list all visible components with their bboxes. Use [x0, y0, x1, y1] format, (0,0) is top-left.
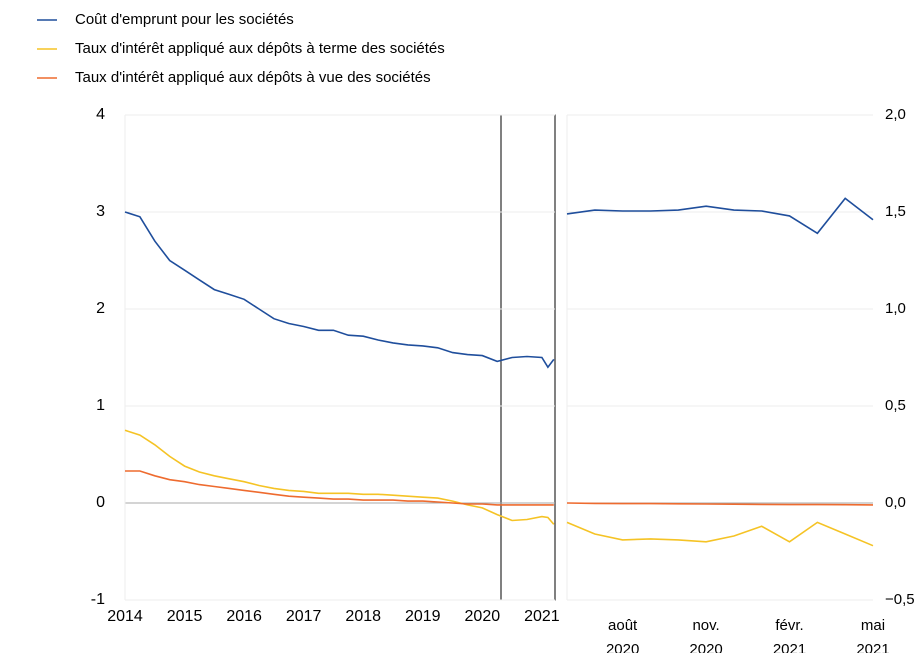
x-tick-label: 2021 — [524, 608, 560, 625]
x-tick-label: 2017 — [286, 608, 322, 625]
y2-tick-label: 0,0 — [885, 494, 906, 511]
x-tick-label: 2019 — [405, 608, 441, 625]
y2-tick-label: 0,5 — [885, 397, 906, 414]
x-tick-label: 2014 — [107, 608, 143, 625]
legend-label: Taux d'intérêt appliqué aux dépôts à vue… — [75, 69, 431, 86]
y2-tick-label: 1,5 — [885, 203, 906, 220]
line-series — [124, 429, 555, 525]
y-tick-label: 3 — [96, 203, 105, 220]
y-tick-label: 2 — [96, 300, 105, 317]
x-tick-label: août 2020 — [605, 617, 640, 653]
x-tick-label: nov. 2020 — [689, 617, 723, 653]
line-series — [566, 197, 874, 235]
line-series — [566, 502, 874, 506]
line-series — [124, 211, 555, 369]
line-series — [566, 521, 874, 547]
x-tick-label: mai 2021 — [856, 617, 890, 653]
x-tick-label: 2016 — [226, 608, 262, 625]
x-tick-label: févr. 2021 — [772, 617, 807, 653]
legend-label: Taux d'intérêt appliqué aux dépôts à ter… — [75, 40, 445, 57]
y2-tick-label: −0,5 — [885, 591, 915, 608]
x-tick-label: 2015 — [167, 608, 203, 625]
y-tick-label: 1 — [96, 397, 105, 414]
x-tick-label: 2020 — [465, 608, 501, 625]
y-tick-label: 4 — [96, 106, 105, 123]
line-series — [125, 470, 554, 506]
legend-label: Coût d'emprunt pour les sociétés — [75, 11, 294, 28]
y-tick-label: 0 — [96, 494, 105, 511]
y-tick-label: -1 — [91, 591, 105, 608]
y2-tick-label: 2,0 — [885, 106, 906, 123]
y2-tick-label: 1,0 — [885, 300, 906, 317]
x-tick-label: 2018 — [345, 608, 381, 625]
